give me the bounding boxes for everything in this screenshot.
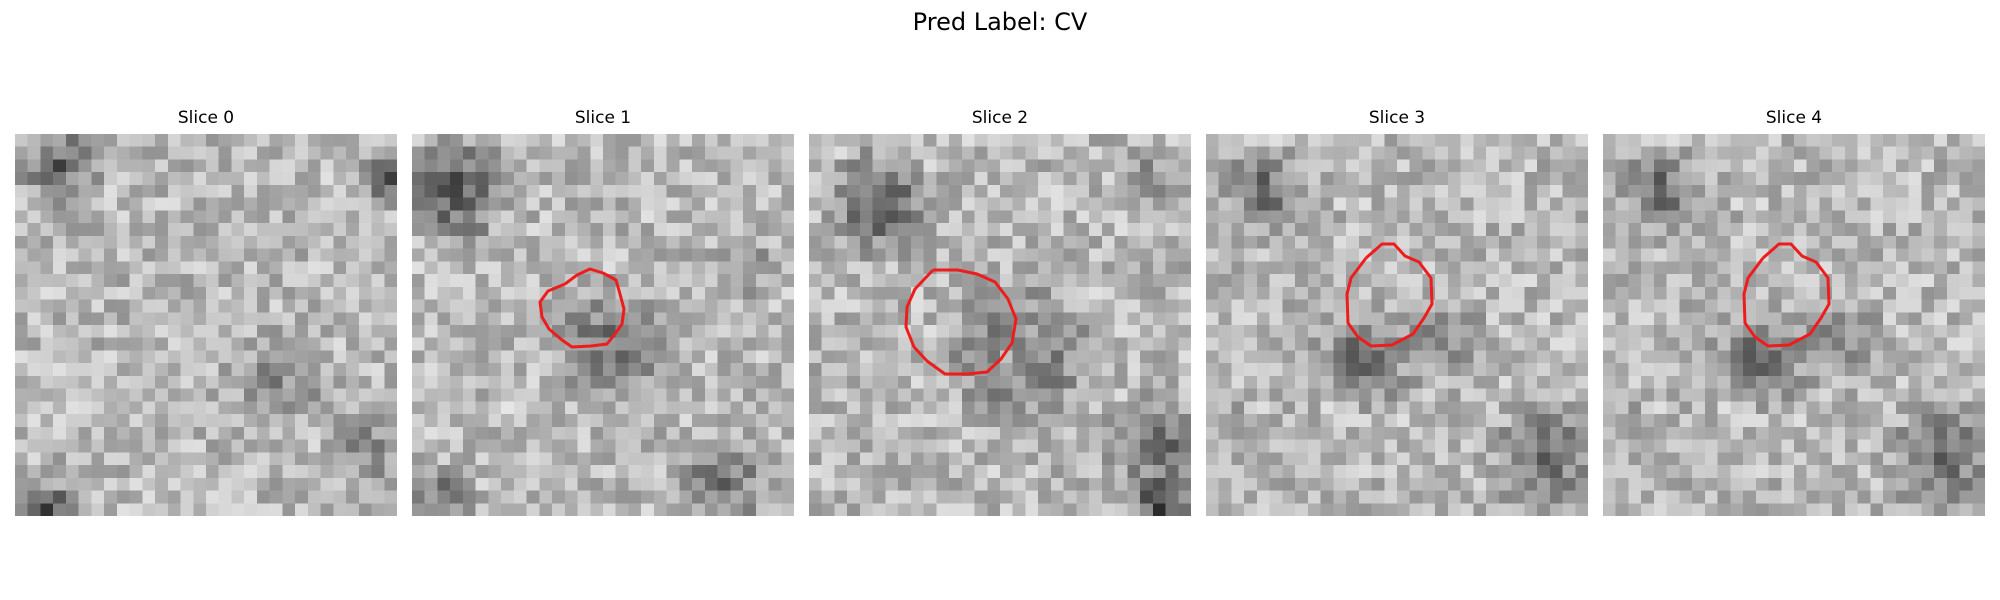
- slice-2-contour: [904, 268, 1018, 376]
- slice-image-2: [809, 134, 1191, 516]
- slice-3-contour-line: [1345, 242, 1434, 348]
- slice-title-3: Slice 3: [1368, 108, 1426, 128]
- slice-4-contour-line: [1742, 242, 1831, 348]
- figure-title: Pred Label: CV: [912, 8, 1088, 36]
- slice-title-1: Slice 1: [574, 108, 632, 128]
- slice-1-grayscale-image: [412, 134, 794, 516]
- slice-image-3: [1206, 134, 1588, 516]
- slice-image-4: [1603, 134, 1985, 516]
- slice-image-0: [15, 134, 397, 516]
- slice-4-grayscale-image: [1603, 134, 1985, 516]
- slice-image-1: [412, 134, 794, 516]
- slice-3-contour: [1345, 242, 1434, 348]
- slice-2-contour-line: [904, 268, 1018, 376]
- slice-1-contour: [538, 267, 626, 349]
- slice-4-contour: [1742, 242, 1831, 348]
- slice-3-grayscale-image: [1206, 134, 1588, 516]
- slice-title-2: Slice 2: [971, 108, 1029, 128]
- slice-2-grayscale-image: [809, 134, 1191, 516]
- slice-0-grayscale-image: [15, 134, 397, 516]
- slice-title-4: Slice 4: [1765, 108, 1823, 128]
- slice-1-contour-line: [538, 267, 626, 349]
- slice-title-0: Slice 0: [177, 108, 235, 128]
